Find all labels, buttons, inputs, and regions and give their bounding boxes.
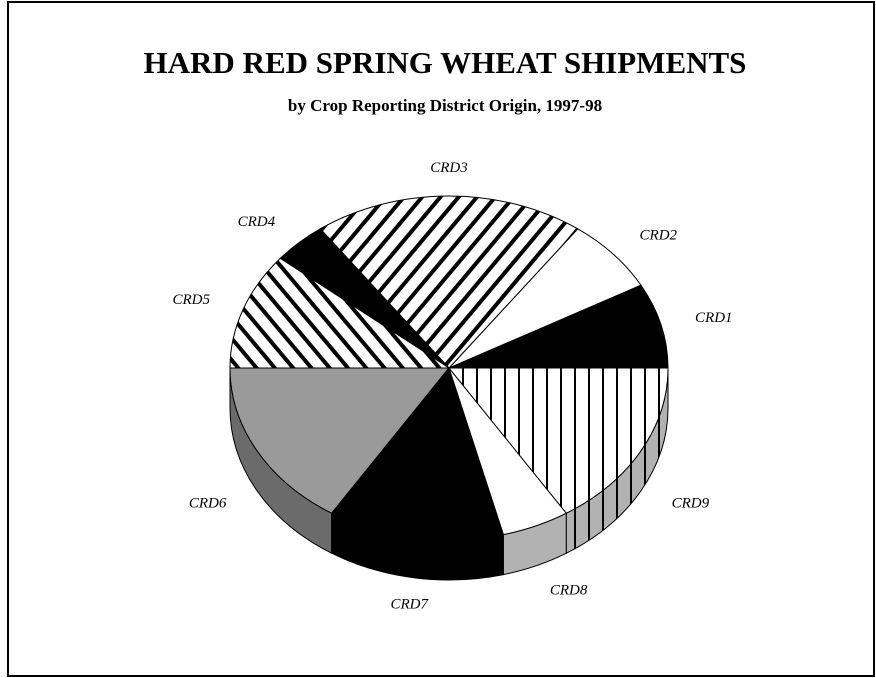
pie-tops [229, 195, 669, 541]
slice-label: CRD1 [695, 310, 733, 326]
pie-slice [447, 367, 669, 514]
pie-labels: CRD1 CRD2 CRD3 CRD4 CRD5 CRD6 CRD7 CRD8 CRD9 [172, 160, 732, 613]
slice-label: CRD4 [238, 214, 276, 230]
chart-title: HARD RED SPRING WHEAT SHIPMENTS [144, 45, 747, 80]
slice-label: CRD9 [672, 496, 710, 512]
pie-slice [229, 367, 451, 514]
slice-label: CRD5 [172, 292, 210, 308]
pie-side-shade [566, 368, 668, 554]
pie-slice [448, 284, 669, 369]
chart-subtitle: by Crop Reporting District Origin, 1997-… [288, 96, 602, 115]
pie-slice [319, 195, 579, 369]
slice-label: CRD2 [640, 227, 678, 243]
pie-slice [330, 366, 505, 541]
slice-label: CRD3 [430, 160, 468, 176]
pie-side-shade [503, 513, 567, 575]
slice-label: CRD7 [391, 597, 430, 613]
pie-slice [229, 257, 451, 369]
pie-side-shade [229, 368, 332, 554]
pie-sides [229, 367, 669, 581]
slice-label: CRD6 [189, 496, 227, 512]
slice-label: CRD8 [550, 583, 588, 599]
